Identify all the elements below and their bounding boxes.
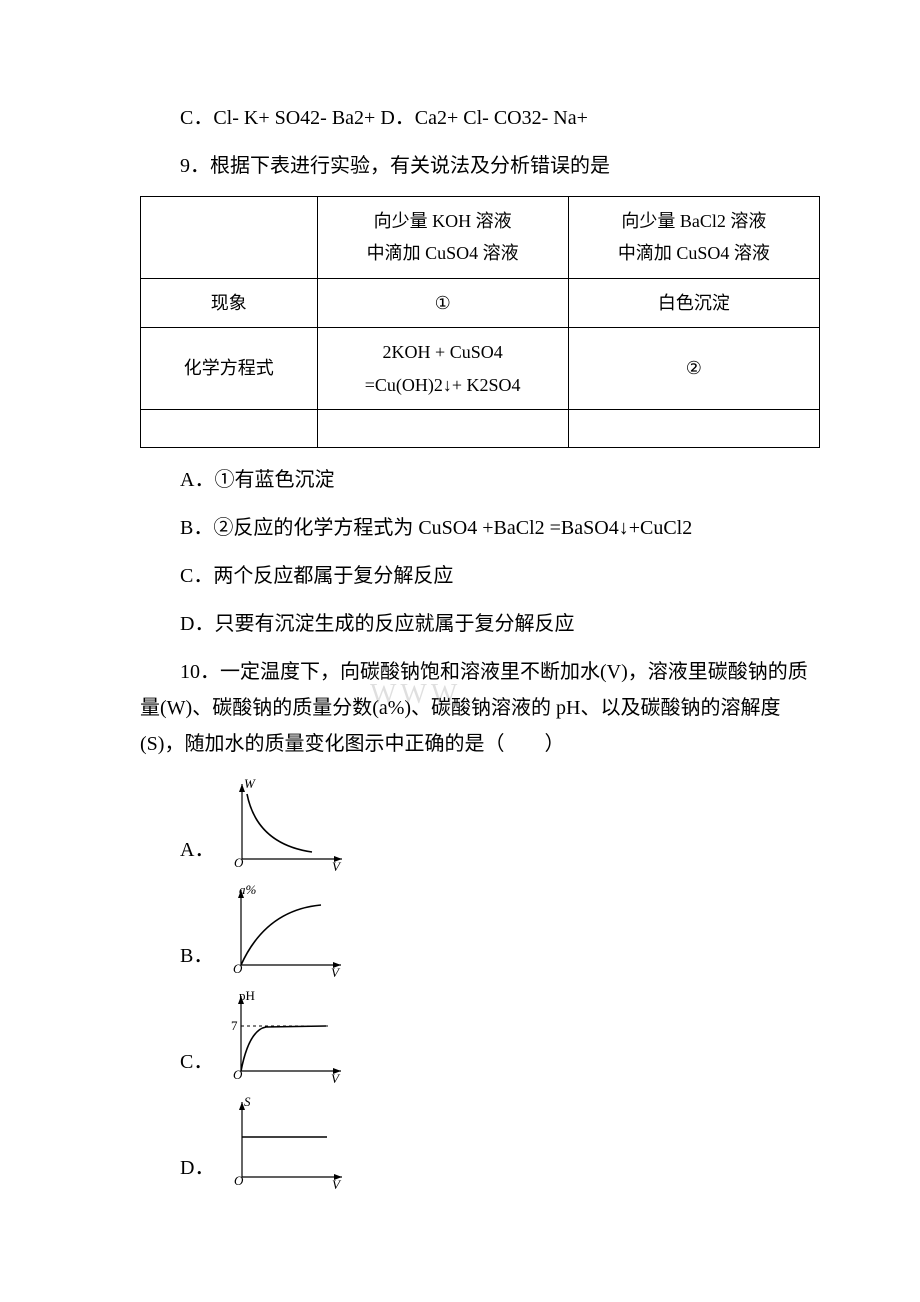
opt-label-c: C． [140,1044,213,1086]
svg-text:7: 7 [231,1018,238,1033]
q10-opt-c: C． 7 O pH V [140,986,820,1086]
q9-r1c1: 现象 [141,278,318,327]
q10-opt-b: B． O a% V [140,880,820,980]
q9-th-bacl2: 向少量 BaCl2 溶液 中滴加 CuSO4 溶液 [568,197,819,279]
svg-text:S: S [244,1094,251,1109]
chart-svg-a: O W V [222,774,352,874]
chart-c: 7 O pH V [221,986,351,1086]
cell-text: 向少量 KOH 溶液 [374,211,512,231]
q8-opt-d: D．Ca2+ Cl- CO32- Na+ [380,107,588,129]
q9-r3c2 [317,409,568,447]
svg-text:V: V [331,965,341,980]
q9-r2c3: ② [568,328,819,410]
chart-svg-b: O a% V [221,880,351,980]
q9-th-koh: 向少量 KOH 溶液 中滴加 CuSO4 溶液 [317,197,568,279]
q9-opt-d: D．只要有沉淀生成的反应就属于复分解反应 [140,606,820,642]
cell-text: ① [435,287,451,319]
svg-text:O: O [233,1067,243,1082]
cell-text: 中滴加 CuSO4 溶液 [367,243,519,263]
opt-label-d: D． [140,1150,214,1192]
table-row: 化学方程式 2KOH + CuSO4 =Cu(OH)2↓+ K2SO4 ② [141,328,820,410]
q9-stem: 9．根据下表进行实验，有关说法及分析错误的是 [140,148,820,184]
q9-r3c3 [568,409,819,447]
chart-a: O W V [222,774,352,874]
q9-r1c3: 白色沉淀 [568,278,819,327]
q9-r1c2: ① [317,278,568,327]
cell-text: =Cu(OH)2↓+ K2SO4 [365,375,521,395]
opt-label-b: B． [140,938,213,980]
svg-text:O: O [234,1173,244,1188]
svg-text:W: W [244,776,256,791]
svg-text:V: V [331,1071,341,1086]
table-row: 现象 ① 白色沉淀 [141,278,820,327]
svg-text:V: V [332,1177,342,1192]
q9-table: 向少量 KOH 溶液 中滴加 CuSO4 溶液 向少量 BaCl2 溶液 中滴加… [140,196,820,448]
cell-text: ② [686,352,702,384]
cell-text: 向少量 BaCl2 溶液 [621,211,766,231]
chart-b: O a% V [221,880,351,980]
svg-text:pH: pH [239,988,255,1003]
svg-text:O: O [233,961,243,976]
q9-th-blank [141,197,318,279]
q10-opt-a: A． O W V [140,774,820,874]
q8-options-cd: C．Cl- K+ SO42- Ba2+ D．Ca2+ Cl- CO32- Na+ [140,100,820,136]
q9-opt-c: C．两个反应都属于复分解反应 [140,558,820,594]
cell-text: 2KOH + CuSO4 [383,342,503,362]
svg-text:O: O [234,855,244,870]
q9-r2c1: 化学方程式 [141,328,318,410]
q10-stem: 10．一定温度下，向碳酸钠饱和溶液里不断加水(V)，溶液里碳酸钠的质量(W)、碳… [140,654,820,762]
q9-opt-a: A．①有蓝色沉淀 [140,462,820,498]
q9-r2c2: 2KOH + CuSO4 =Cu(OH)2↓+ K2SO4 [317,328,568,410]
svg-text:a%: a% [239,882,257,897]
table-row [141,409,820,447]
q10-opt-d: D． O S V [140,1092,820,1192]
q9-opt-b: B．②反应的化学方程式为 CuSO4 +BaCl2 =BaSO4↓+CuCl2 [140,510,820,546]
table-row: 向少量 KOH 溶液 中滴加 CuSO4 溶液 向少量 BaCl2 溶液 中滴加… [141,197,820,279]
svg-text:V: V [332,859,342,874]
q9-r3c1 [141,409,318,447]
opt-label-a: A． [140,832,214,874]
chart-d: O S V [222,1092,352,1192]
q8-opt-c: C．Cl- K+ SO42- Ba2+ [180,107,380,129]
chart-svg-c: 7 O pH V [221,986,351,1086]
cell-text: 中滴加 CuSO4 溶液 [618,243,770,263]
chart-svg-d: O S V [222,1092,352,1192]
